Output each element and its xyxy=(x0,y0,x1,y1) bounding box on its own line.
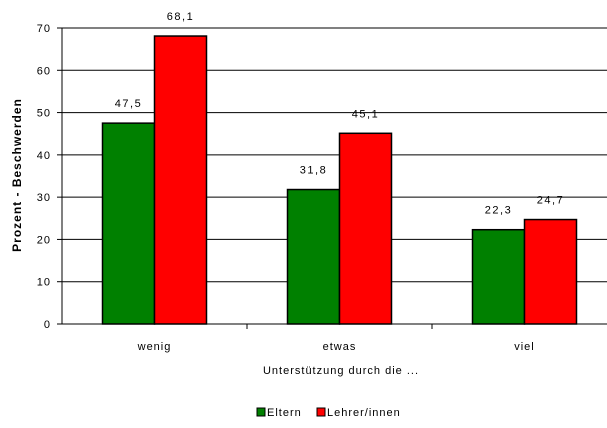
bar-lehrer-innen-etwas xyxy=(338,132,393,325)
data-labels: 47,5 68,1 31,8 45,1 22,3 24,7 xyxy=(115,11,564,217)
data-label: 68,1 xyxy=(167,11,194,23)
y-tick-label: 20 xyxy=(37,234,51,246)
legend-label: Lehrer/innen xyxy=(327,407,401,419)
x-axis-title: Unterstützung durch die ... xyxy=(263,365,419,377)
y-tick-label: 0 xyxy=(44,319,51,331)
legend: Eltern Lehrer/innen xyxy=(256,407,401,419)
bar-eltern-wenig xyxy=(101,122,156,325)
y-tick-label: 30 xyxy=(37,192,51,204)
data-label: 22,3 xyxy=(485,205,512,217)
bar-lehrer-innen-viel xyxy=(523,218,578,325)
legend-swatch xyxy=(316,407,326,417)
x-tick-label: etwas xyxy=(323,341,357,353)
y-tick-label: 10 xyxy=(37,277,51,289)
axes xyxy=(57,27,607,329)
legend-label: Eltern xyxy=(267,407,302,419)
y-tick-label: 70 xyxy=(37,23,51,35)
bar-eltern-viel xyxy=(471,228,526,325)
bar-lehrer-innen-wenig xyxy=(153,35,208,325)
data-label: 45,1 xyxy=(352,108,379,120)
x-tick-label: wenig xyxy=(137,341,172,353)
y-tick-label: 60 xyxy=(37,65,51,77)
y-axis-title: Prozent - Beschwerden xyxy=(10,98,24,252)
data-label: 24,7 xyxy=(537,195,564,207)
x-tick-label: viel xyxy=(514,341,535,353)
x-tick-labels: wenig etwas viel xyxy=(137,341,535,353)
data-label: 31,8 xyxy=(300,165,327,177)
bars xyxy=(101,35,578,325)
y-tick-label: 40 xyxy=(37,150,51,162)
y-tick-labels: 0 10 20 30 40 50 60 70 xyxy=(37,23,51,331)
legend-swatch xyxy=(256,407,266,417)
y-tick-label: 50 xyxy=(37,108,51,120)
data-label: 47,5 xyxy=(115,98,142,110)
bar-eltern-etwas xyxy=(286,188,341,325)
